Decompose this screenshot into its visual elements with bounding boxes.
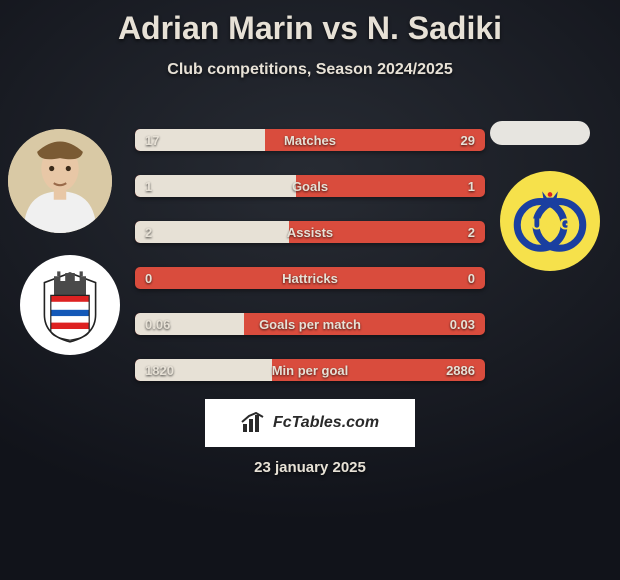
stat-row: 1729Matches	[135, 129, 485, 151]
svg-text:G: G	[559, 217, 571, 234]
stat-row: 0.060.03Goals per match	[135, 313, 485, 335]
stat-row: 18202886Min per goal	[135, 359, 485, 381]
stat-bars: 1729Matches 11Goals 22Assists 00Hattricks 0.…	[135, 129, 485, 381]
svg-text:S: S	[545, 217, 555, 234]
footer-logo: FcTables.com	[205, 399, 415, 447]
subtitle: Club competitions, Season 2024/2025	[0, 61, 620, 79]
stat-row: 22Assists	[135, 221, 485, 243]
stat-label: Assists	[135, 221, 485, 243]
chart-icon	[241, 412, 267, 434]
stat-row: 00Hattricks	[135, 267, 485, 289]
stat-row: 11Goals	[135, 175, 485, 197]
stat-label: Hattricks	[135, 267, 485, 289]
footer-date: 23 january 2025	[0, 459, 620, 476]
club-crest-right: U S G	[500, 171, 600, 271]
stat-label: Min per goal	[135, 359, 485, 381]
comparison-infographic: Adrian Marin vs N. Sadiki Club competiti…	[0, 0, 620, 580]
page-title: Adrian Marin vs N. Sadiki	[0, 0, 620, 47]
svg-text:U: U	[531, 217, 542, 234]
club-crest-left	[20, 255, 120, 355]
stat-label: Goals	[135, 175, 485, 197]
content-area: U S G 1729Matches 11Goals 22Assists 00Hattr…	[0, 129, 620, 381]
player-right-avatar	[490, 121, 590, 145]
player-left-avatar	[8, 129, 112, 233]
stat-label: Matches	[135, 129, 485, 151]
stat-label: Goals per match	[135, 313, 485, 335]
footer-logo-text: FcTables.com	[273, 414, 379, 432]
